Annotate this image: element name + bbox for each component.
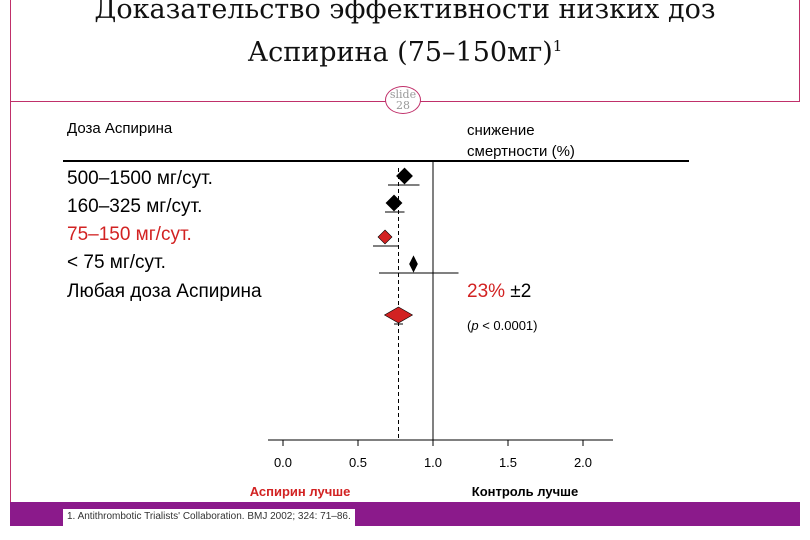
- point-estimate-diamond: [383, 306, 414, 324]
- point-estimate-diamond: [396, 167, 413, 185]
- reduction-header-line-2: смертности (%): [467, 143, 575, 160]
- p-value-open: (: [467, 318, 472, 333]
- slide-title: Доказательство эффективности низких доз …: [0, 0, 810, 71]
- dose-label-under-75: < 75 мг/сут.: [67, 252, 166, 273]
- slide-frame-right: [799, 0, 800, 102]
- dose-label-any: Любая доза Аспирина: [67, 281, 262, 302]
- favors-aspirin-label: Аспирин лучше: [249, 484, 351, 499]
- point-estimate-diamond: [409, 255, 418, 273]
- x-tick-label: 1.0: [423, 455, 443, 470]
- point-estimate-diamond: [385, 194, 403, 212]
- x-tick-label: 0.0: [273, 455, 293, 470]
- favors-control-label: Контроль лучше: [471, 484, 579, 499]
- dose-column-header: Доза Аспирина: [67, 120, 173, 137]
- title-footnote-mark: 1: [552, 37, 563, 55]
- slide-number-badge: slide 28: [385, 86, 421, 114]
- dose-label-75-150: 75–150 мг/сут.: [67, 224, 192, 245]
- dose-label-500-1500: 500–1500 мг/сут.: [67, 168, 213, 189]
- p-value-letter: p: [471, 318, 479, 333]
- slide-badge-word: slide: [389, 88, 417, 101]
- reduction-column-header: снижение смертности (%): [467, 120, 575, 162]
- reduction-header-line-1: снижение: [467, 122, 535, 139]
- footnote-citation: 1. Antithrombotic Trialists' Collaborati…: [63, 509, 355, 533]
- point-estimate-diamond: [377, 229, 393, 245]
- x-tick-label: 2.0: [573, 455, 593, 470]
- mortality-reduction-result: 23% ±2: [467, 281, 531, 303]
- slide-frame-left: [10, 0, 11, 520]
- reduction-error: ±2: [505, 281, 532, 302]
- slide-badge-number: 28: [396, 99, 410, 112]
- title-line-2-text: Аспирина (75–150мг): [247, 37, 553, 68]
- p-value-text: < 0.0001): [478, 318, 538, 333]
- x-tick-label: 0.5: [348, 455, 368, 470]
- x-tick-label: 1.5: [498, 455, 518, 470]
- reduction-percent: 23%: [467, 281, 506, 302]
- p-value: (p < 0.0001): [467, 318, 537, 333]
- title-line-2: Аспирина (75–150мг)1: [0, 28, 810, 71]
- header-rule: [63, 160, 689, 162]
- title-line-1: Доказательство эффективности низких доз: [94, 0, 716, 25]
- dose-label-160-325: 160–325 мг/сут.: [67, 196, 203, 217]
